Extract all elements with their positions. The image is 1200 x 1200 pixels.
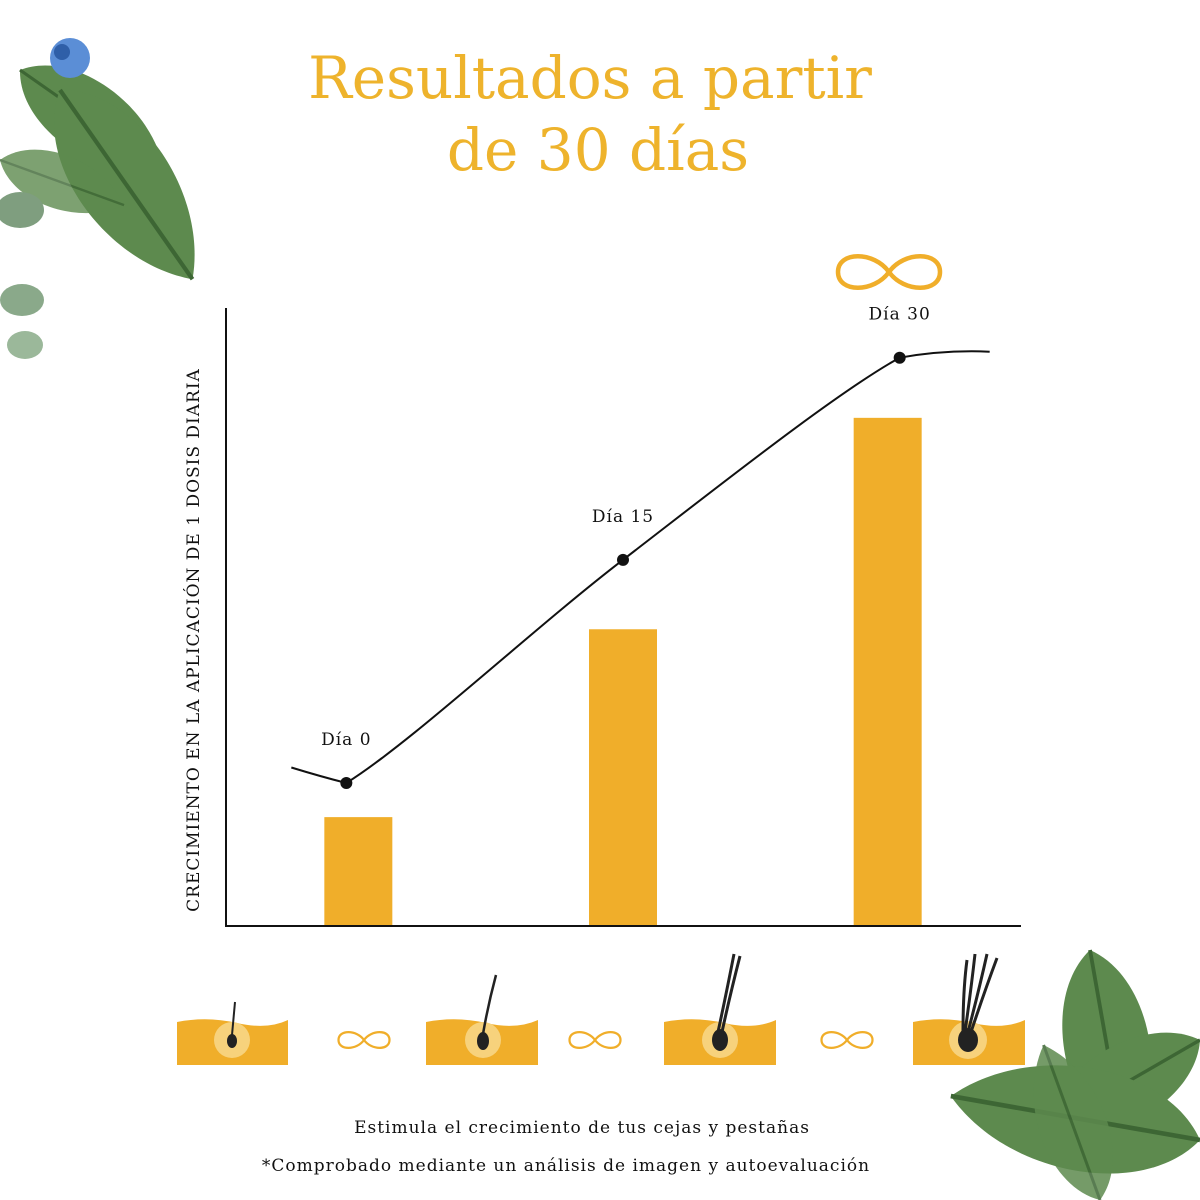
note: Estimula el crecimiento de tus cejas y p…: [354, 1118, 810, 1138]
title-line: de 30 días: [447, 116, 749, 184]
leaves-top-left: [0, 38, 231, 359]
note: *Comprobado mediante un análisis de imag…: [262, 1156, 870, 1176]
curve-tail: [291, 766, 347, 784]
curve-point: [340, 777, 353, 790]
point-label: Día 15: [592, 507, 654, 527]
bar: [589, 629, 657, 925]
bar: [853, 417, 922, 925]
curve-point: [617, 553, 629, 566]
bar: [324, 817, 393, 925]
point-label: Día 30: [869, 305, 931, 325]
curve-tail: [899, 350, 990, 359]
curve-point: [893, 351, 906, 364]
y-axis-label: CRECIMIENTO EN LA APLICACIÓN DE 1 DOSIS …: [183, 368, 204, 912]
infinity-icon: [838, 256, 940, 288]
hair-stages: [177, 953, 1025, 1065]
title-line: Resultados a partir: [308, 44, 872, 112]
point-label: Día 0: [321, 730, 371, 750]
